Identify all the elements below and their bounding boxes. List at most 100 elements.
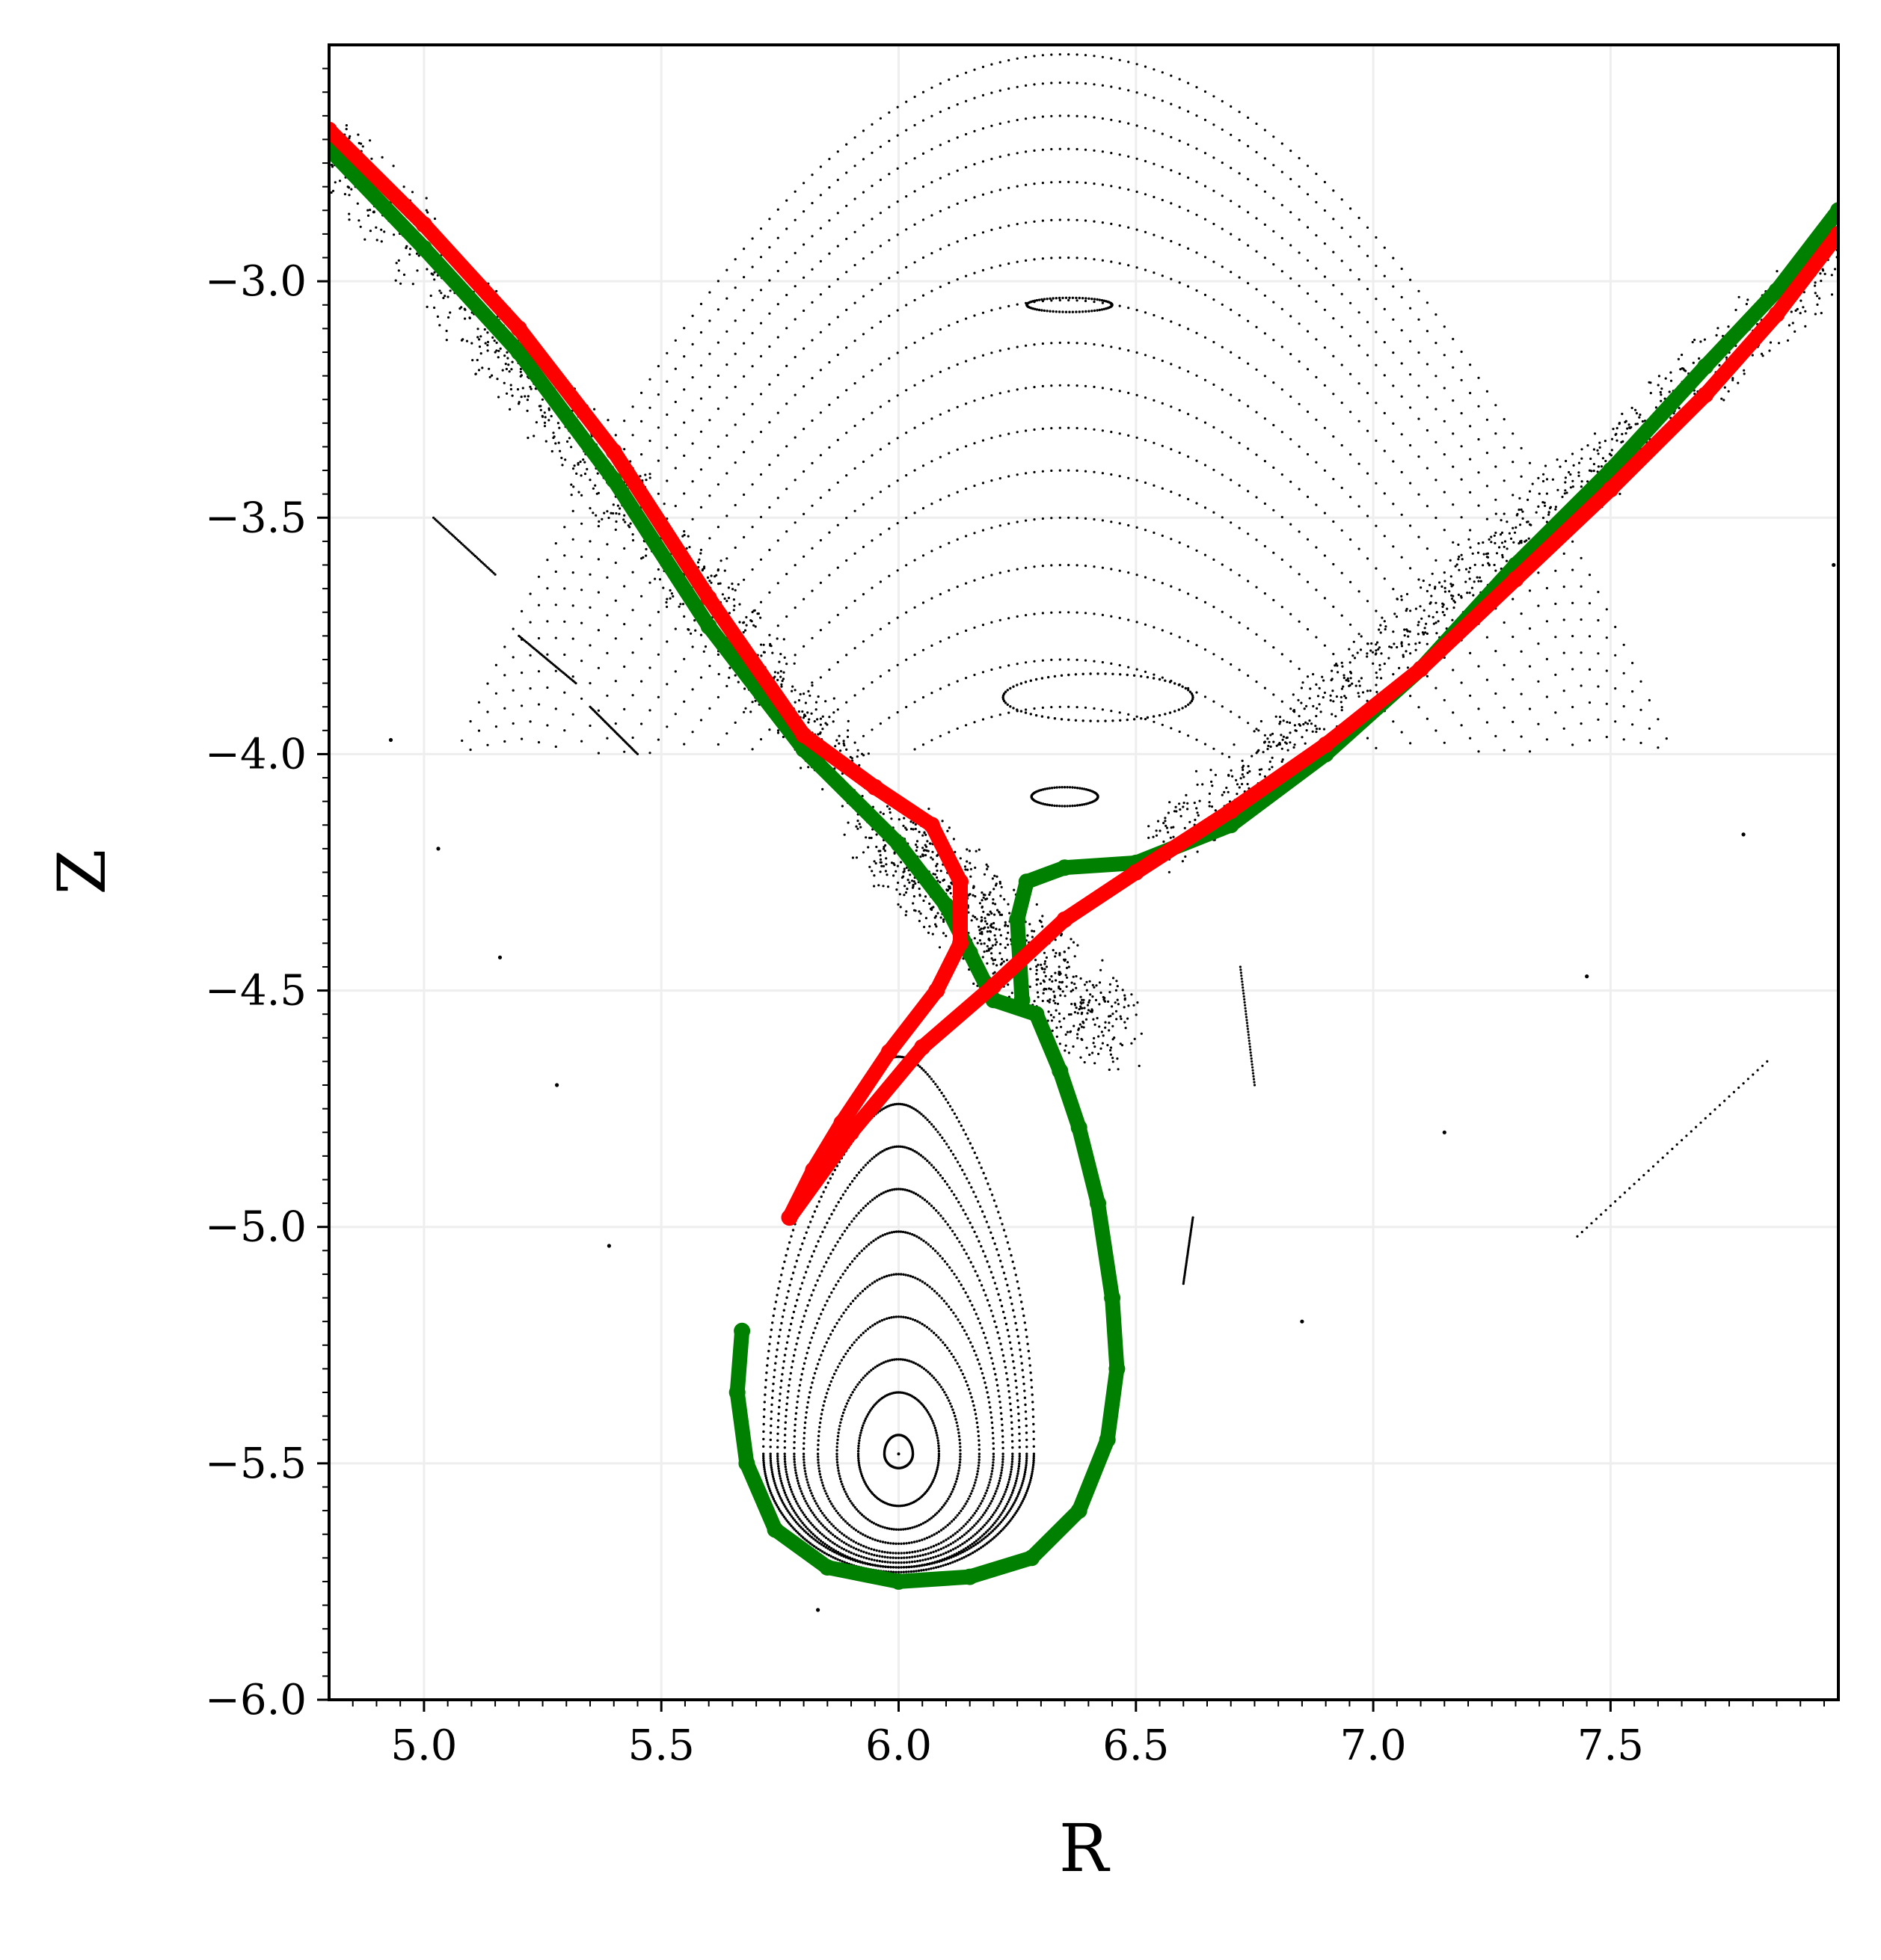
surface-point: [824, 1186, 827, 1189]
surface-point: [911, 1149, 915, 1152]
open-surface-point: [845, 431, 848, 434]
surface-point: [818, 1531, 822, 1534]
surface-point: [915, 1570, 918, 1573]
surface-point: [859, 1434, 862, 1437]
open-surface-point: [1306, 411, 1310, 414]
surface-point: [803, 1237, 806, 1240]
surface-point: [1014, 1499, 1017, 1502]
open-surface-point: [1306, 292, 1310, 295]
surface-point: [991, 1237, 995, 1240]
surface-point: [928, 1518, 931, 1521]
chaotic-point: [639, 475, 642, 478]
island-point: [1078, 310, 1081, 313]
surface-point: [856, 1383, 859, 1386]
surface-point: [975, 1509, 978, 1513]
surface-point: [770, 1470, 774, 1474]
surface-point: [900, 1103, 904, 1106]
open-surface-point: [965, 99, 968, 102]
surface-point: [776, 1490, 779, 1493]
surface-point: [939, 1541, 943, 1544]
chaotic-point: [832, 697, 835, 700]
surface-point: [868, 1558, 871, 1561]
surface-point: [926, 1283, 929, 1287]
open-surface-point: [1375, 331, 1378, 334]
open-surface-point: [1050, 342, 1053, 345]
open-surface-point: [785, 530, 788, 533]
open-surface-point: [1494, 498, 1497, 501]
surface-point: [782, 1501, 785, 1505]
surface-point: [816, 1540, 819, 1543]
open-surface-point: [913, 341, 916, 344]
open-surface-point: [921, 185, 925, 188]
surface-point: [944, 1502, 947, 1505]
open-surface-point: [580, 589, 583, 592]
island-point: [1098, 308, 1102, 312]
open-surface-point: [640, 680, 643, 683]
open-surface-point: [1230, 615, 1233, 618]
surface-point: [932, 1567, 936, 1570]
open-surface-point: [1101, 301, 1104, 304]
island-point: [1090, 310, 1093, 313]
surface-point: [1004, 1277, 1007, 1281]
surface-point: [960, 1124, 963, 1128]
surface-point: [945, 1538, 948, 1541]
open-surface-point: [666, 479, 669, 482]
open-surface-point: [1357, 245, 1360, 248]
surface-point: [821, 1349, 825, 1353]
open-surface-point: [1203, 256, 1207, 259]
surface-point: [975, 1421, 979, 1425]
surface-point: [918, 1279, 921, 1282]
island-point: [1140, 675, 1143, 678]
open-surface-point: [1041, 384, 1044, 388]
open-surface-point: [930, 375, 933, 378]
surface-point: [930, 1482, 933, 1485]
surface-point: [954, 1554, 957, 1557]
surface-point: [873, 1553, 876, 1557]
surface-point: [770, 1396, 774, 1399]
surface-point: [905, 1570, 908, 1573]
open-surface-point: [1375, 363, 1378, 366]
open-surface-point: [708, 537, 711, 540]
surface-point: [810, 1255, 814, 1258]
surface-point: [845, 1549, 848, 1552]
surface-point: [966, 1520, 969, 1524]
chaotic-point: [506, 351, 509, 354]
surface-point: [835, 1552, 838, 1555]
surface-point: [840, 1480, 843, 1483]
surface-point: [790, 1365, 794, 1369]
surface-point: [776, 1462, 780, 1466]
open-surface-point: [606, 694, 609, 697]
chaotic-point: [759, 616, 762, 619]
surface-point: [971, 1303, 974, 1307]
surface-point: [1008, 1341, 1012, 1345]
open-surface-point: [1477, 405, 1480, 408]
open-surface-point: [921, 152, 925, 155]
surface-point: [942, 1388, 945, 1391]
surface-point: [880, 1108, 883, 1111]
island-point: [1191, 698, 1194, 701]
open-surface-point: [981, 268, 985, 271]
surface-point: [904, 1528, 907, 1531]
open-surface-point: [640, 453, 643, 456]
island-point: [1053, 804, 1056, 808]
surface-point: [1032, 1422, 1035, 1426]
surface-point: [965, 1380, 968, 1383]
surface-point: [796, 1401, 799, 1404]
open-surface-point: [803, 645, 806, 648]
chaotic-point: [366, 209, 369, 212]
surface-point: [777, 1467, 780, 1470]
surface-point: [817, 1547, 820, 1551]
surface-point: [972, 1484, 976, 1487]
surface-point: [862, 1515, 865, 1518]
open-surface-point: [1349, 538, 1352, 541]
open-surface-point: [981, 160, 985, 163]
surface-point: [812, 1377, 815, 1380]
surface-point: [928, 1535, 931, 1538]
surface-point: [961, 1542, 964, 1546]
open-surface-point: [913, 426, 916, 429]
surface-point: [865, 1551, 868, 1555]
open-surface-point: [1230, 663, 1233, 666]
surface-point: [922, 1568, 925, 1572]
surface-point: [967, 1497, 970, 1501]
surface-point: [862, 1478, 865, 1481]
